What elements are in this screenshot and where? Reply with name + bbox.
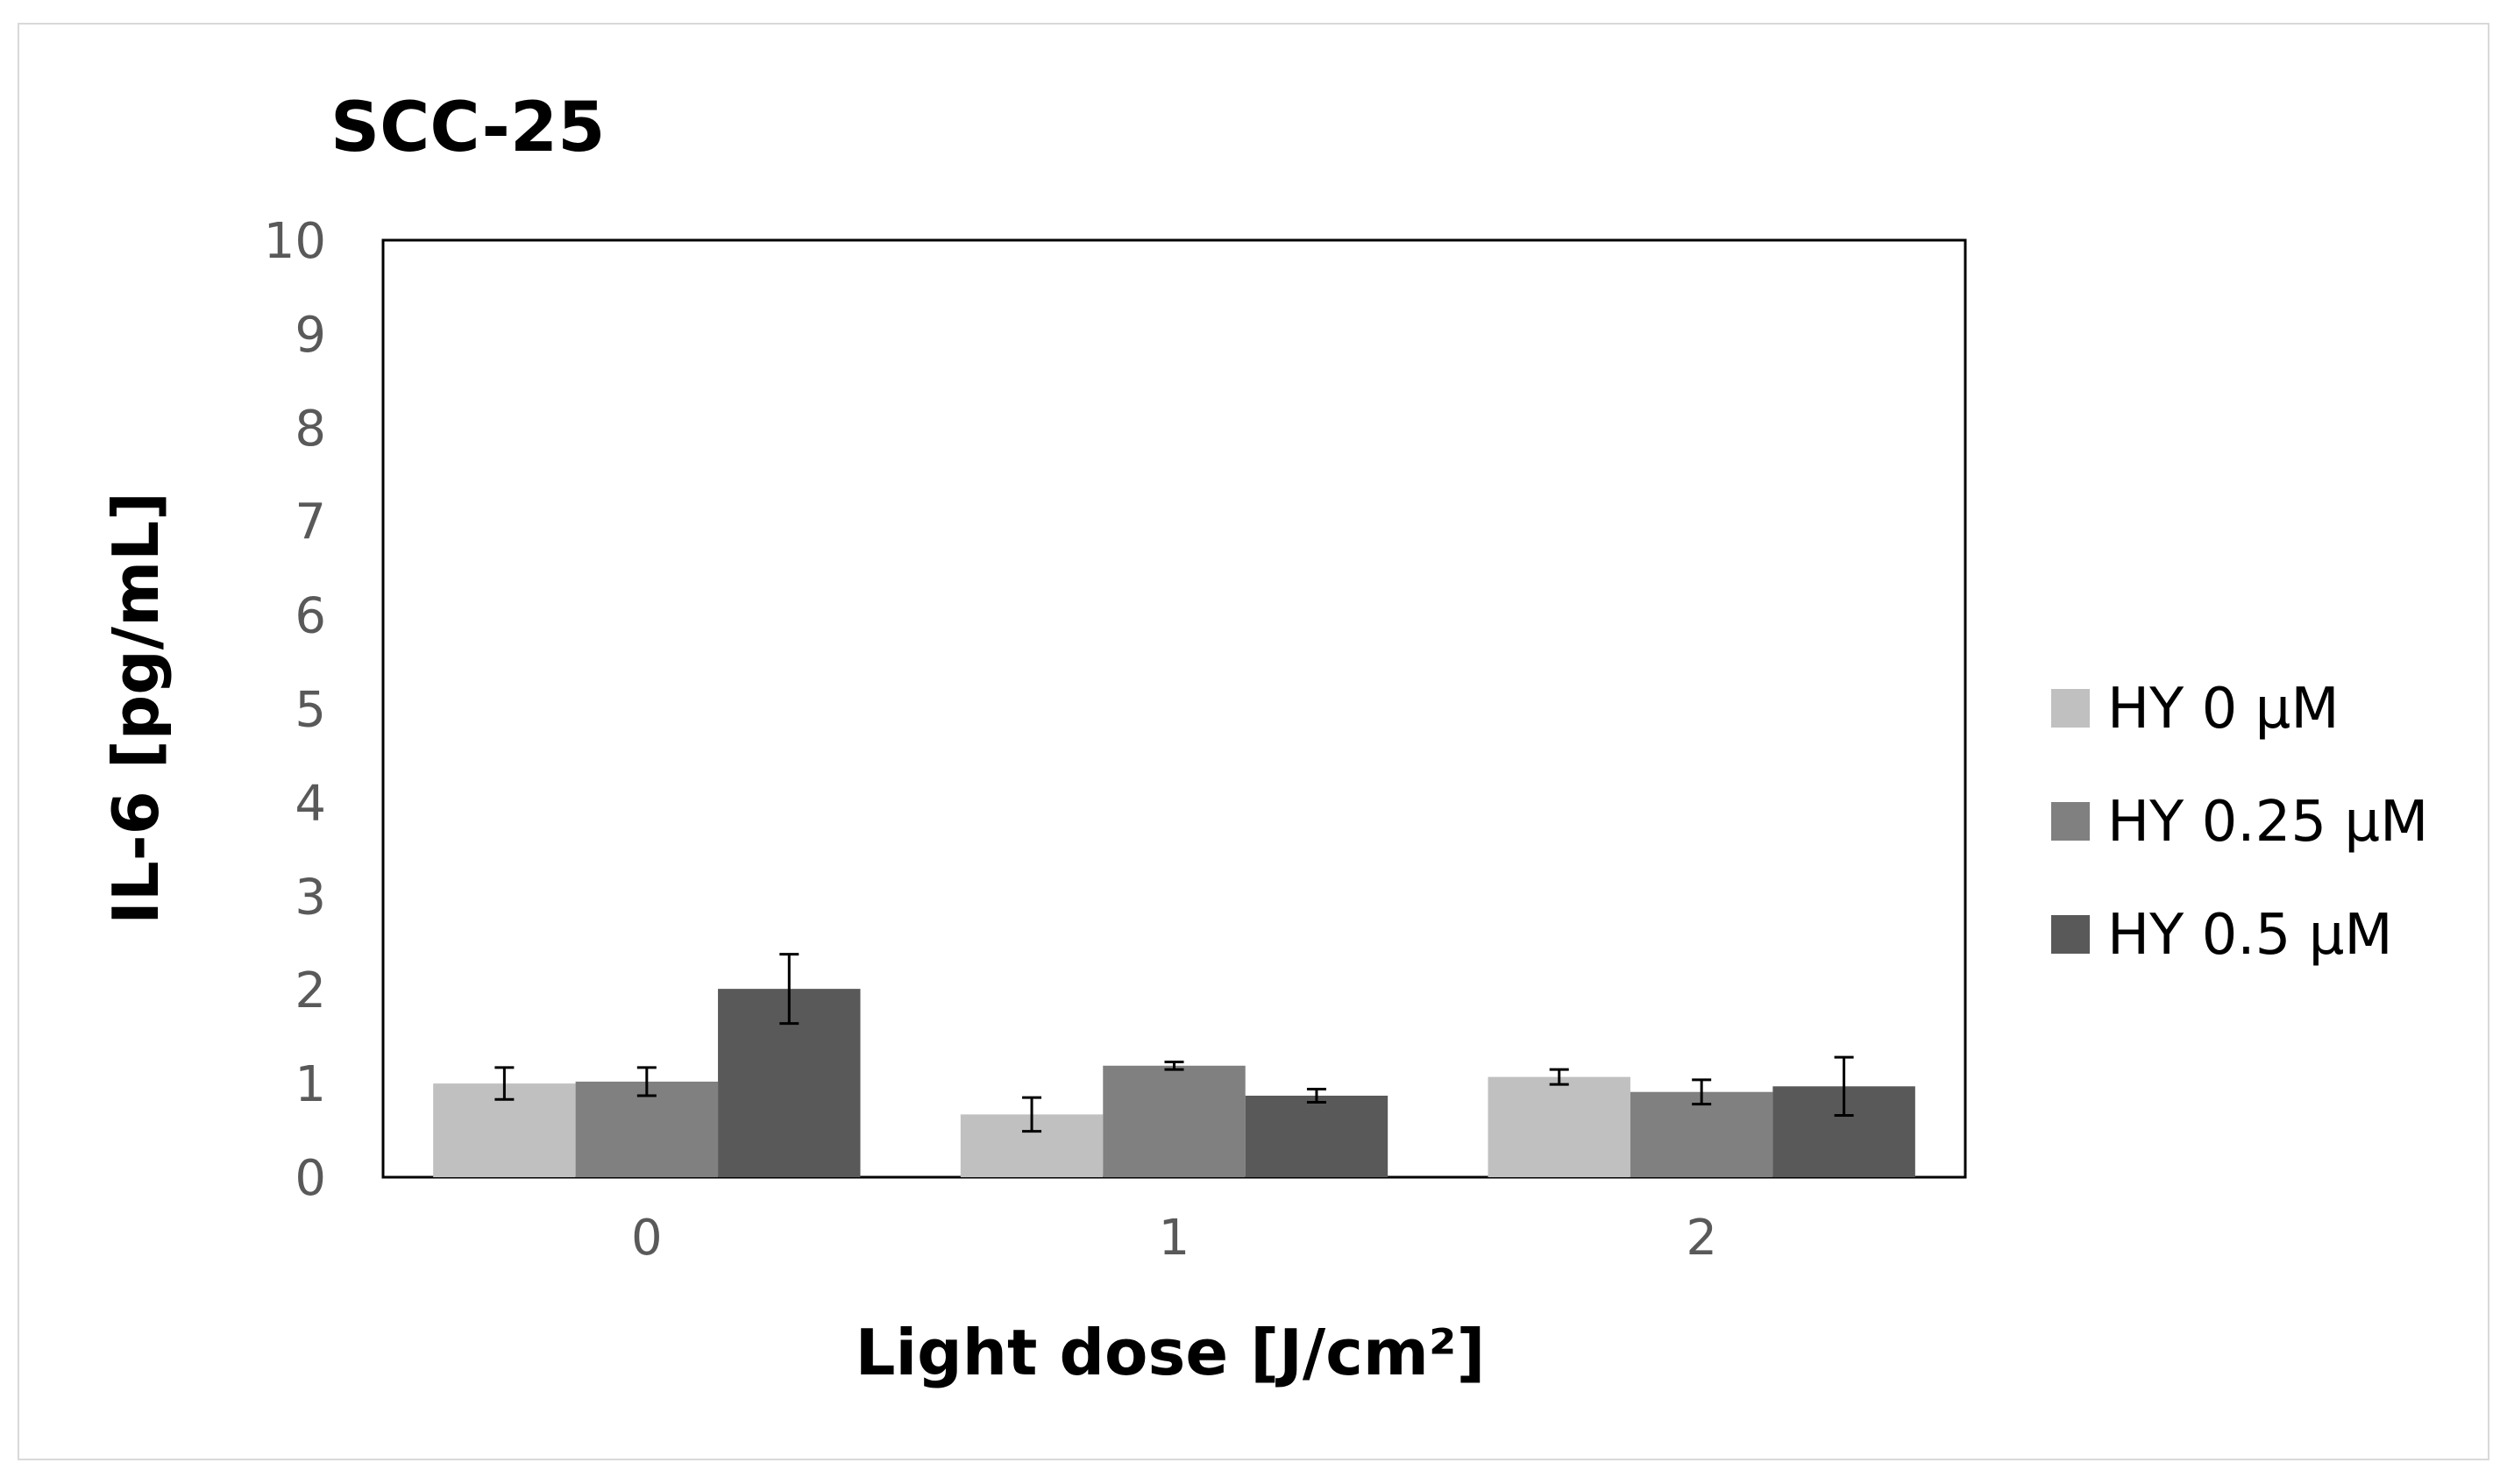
y-tick-7: 7 [295,494,326,551]
error-bar-series-2-category-0 [636,1066,657,1097]
legend-swatch-2 [2051,802,2090,841]
error-bar-series-2-category-1 [1164,1061,1184,1071]
legend-item-1: HY 0 μM [2051,677,2340,742]
error-bar-series-2-category-2 [1692,1078,1712,1106]
y-tick-4: 4 [295,775,326,832]
chart-svg: SCC-25 0 1 2 3 4 5 6 7 8 9 10 0 1 2 Light dose [J/cm… [99,89,2428,1389]
y-tick-3: 3 [295,869,326,926]
error-bars-layer [494,953,1854,1133]
y-tick-labels: 0 1 2 3 4 5 6 7 8 9 10 [264,213,326,1207]
x-tick-0: 0 [631,1210,663,1267]
x-axis-title: Light dose [J/cm²] [856,1316,1486,1389]
chart-title: SCC-25 [330,89,605,167]
bar-series-2-category-2 [1630,1091,1773,1177]
y-tick-8: 8 [295,401,326,458]
error-bar-series-3-category-2 [1834,1055,1854,1117]
bar-series-3-category-1 [1245,1095,1388,1177]
y-tick-1: 1 [295,1056,326,1113]
bar-series-1-category-2 [1488,1076,1630,1177]
error-bar-series-3-category-1 [1306,1088,1326,1104]
y-tick-10: 10 [264,213,326,270]
legend-swatch-1 [2051,689,2090,728]
error-bar-series-3-category-0 [779,953,799,1026]
y-tick-6: 6 [295,588,326,645]
bar-series-2-category-0 [575,1081,719,1177]
y-tick-2: 2 [295,962,326,1019]
legend-item-3: HY 0.5 μM [2051,903,2393,968]
x-tick-2: 2 [1686,1210,1717,1267]
bars-layer [433,989,1915,1177]
y-axis-title: IL-6 [pg/mL] [99,492,173,925]
x-tick-1: 1 [1159,1210,1190,1267]
error-bar-series-1-category-0 [494,1066,515,1101]
y-tick-0: 0 [295,1150,326,1207]
legend-label-2: HY 0.25 μM [2107,790,2428,855]
x-tick-labels: 0 1 2 [631,1210,1717,1267]
legend: HY 0 μM HY 0.25 μM HY 0.5 μM [2051,677,2428,968]
legend-label-1: HY 0 μM [2107,677,2340,742]
legend-swatch-3 [2051,915,2090,954]
plot-area [381,238,1967,1179]
legend-label-3: HY 0.5 μM [2107,903,2393,968]
y-tick-5: 5 [295,682,326,739]
legend-item-2: HY 0.25 μM [2051,790,2428,855]
error-bar-series-1-category-2 [1549,1068,1569,1086]
y-tick-9: 9 [295,307,326,364]
chart-frame: SCC-25 0 1 2 3 4 5 6 7 8 9 10 0 1 2 Light dose [J/cm… [18,23,2489,1460]
error-bar-series-1-category-1 [1022,1096,1042,1133]
bar-series-2-category-1 [1103,1065,1246,1177]
